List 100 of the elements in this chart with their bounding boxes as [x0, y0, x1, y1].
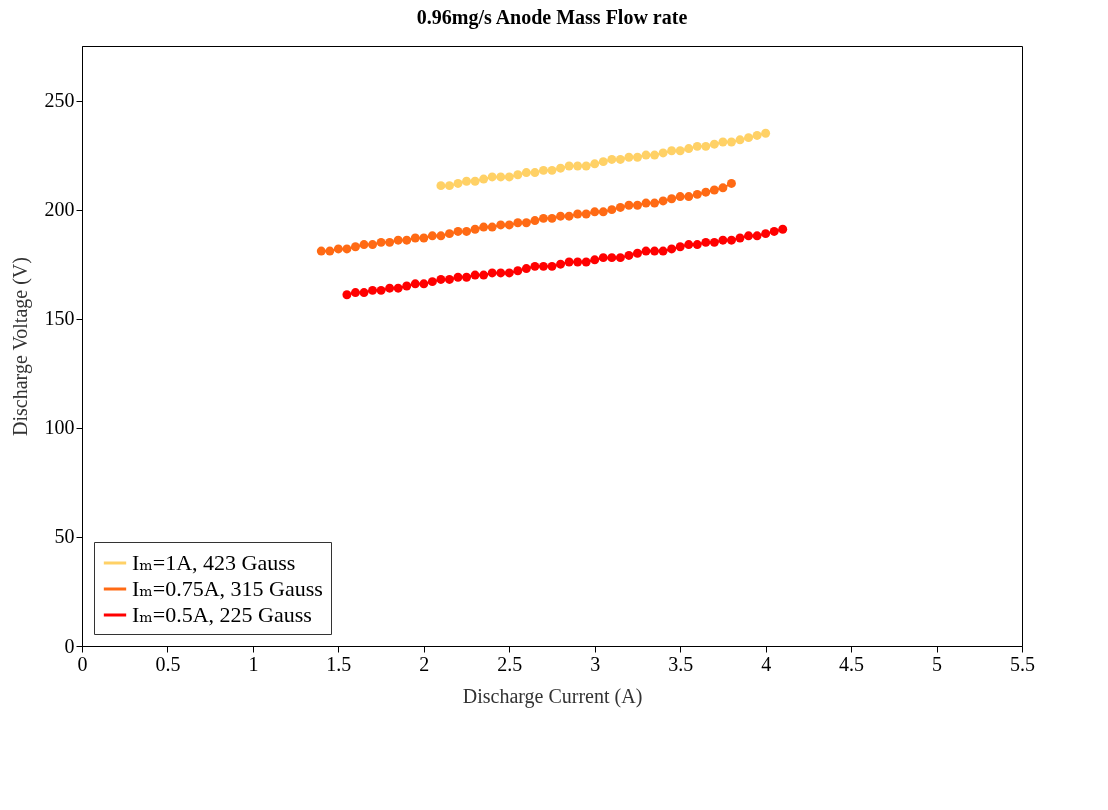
point: [632, 248, 642, 258]
point: [564, 161, 574, 171]
legend-label: Iₘ=0.5A, 225 Gauss: [132, 602, 312, 627]
point: [504, 172, 514, 182]
point: [538, 261, 548, 271]
point: [359, 288, 369, 298]
point: [607, 205, 617, 215]
x-tick-label: 5.5: [1010, 652, 1035, 675]
point: [607, 253, 617, 263]
point: [521, 218, 531, 228]
point: [504, 268, 514, 278]
point: [718, 235, 728, 245]
point: [385, 237, 395, 247]
point: [701, 187, 711, 197]
point: [573, 257, 583, 267]
point: [761, 128, 771, 138]
point: [496, 220, 506, 230]
point: [675, 242, 685, 252]
point: [402, 281, 412, 291]
point: [556, 163, 566, 173]
point: [581, 257, 591, 267]
point: [726, 137, 736, 147]
point: [667, 194, 677, 204]
point: [462, 176, 472, 186]
point: [590, 159, 600, 169]
point: [487, 222, 497, 232]
point: [504, 220, 514, 230]
point: [684, 144, 694, 154]
chart-title: 0.96mg/s Anode Mass Flow rate: [416, 6, 688, 29]
point: [581, 161, 591, 171]
point: [342, 244, 352, 254]
point: [436, 181, 446, 191]
point: [453, 178, 463, 188]
point: [376, 285, 386, 295]
point: [368, 240, 378, 250]
point: [598, 207, 608, 217]
point: [470, 176, 480, 186]
point: [556, 259, 566, 269]
point: [598, 253, 608, 263]
point: [316, 246, 326, 256]
point: [641, 150, 651, 160]
point: [436, 231, 446, 241]
x-tick-label: 5: [932, 652, 943, 675]
point: [615, 253, 625, 263]
point: [564, 211, 574, 221]
point: [376, 237, 386, 247]
point: [641, 198, 651, 208]
point: [496, 268, 506, 278]
point: [444, 181, 454, 191]
point: [427, 231, 437, 241]
point: [701, 141, 711, 151]
point: [333, 244, 343, 254]
point: [615, 154, 625, 164]
point: [470, 270, 480, 280]
point: [573, 161, 583, 171]
point: [538, 213, 548, 223]
point: [564, 257, 574, 267]
point: [752, 130, 762, 140]
point: [658, 246, 668, 256]
point: [684, 240, 694, 250]
x-axis-title: Discharge Current (A): [462, 684, 643, 708]
point: [513, 218, 523, 228]
x-tick-label: 1.5: [326, 652, 352, 675]
point: [393, 283, 403, 293]
point: [419, 233, 429, 243]
point: [350, 242, 360, 252]
point: [547, 261, 557, 271]
point: [667, 146, 677, 156]
point: [556, 211, 566, 221]
point: [709, 237, 719, 247]
point: [624, 250, 634, 260]
y-tick-label: 200: [44, 198, 75, 221]
point: [530, 168, 540, 178]
point: [752, 231, 762, 241]
y-tick-label: 150: [44, 307, 75, 330]
point: [684, 192, 694, 202]
point: [658, 196, 668, 206]
point: [632, 152, 642, 162]
point: [350, 288, 360, 298]
point: [402, 235, 412, 245]
point: [487, 268, 497, 278]
point: [709, 139, 719, 149]
point: [419, 279, 429, 289]
point: [709, 185, 719, 195]
point: [470, 224, 480, 234]
point: [530, 216, 540, 226]
point: [735, 135, 745, 145]
point: [385, 283, 395, 293]
x-tick-label: 0.5: [155, 652, 181, 675]
point: [444, 229, 454, 239]
point: [393, 235, 403, 245]
point: [530, 261, 540, 271]
point: [675, 192, 685, 202]
point: [496, 172, 506, 182]
y-axis-title: Discharge Voltage (V): [8, 257, 32, 436]
point: [453, 272, 463, 282]
point: [735, 233, 745, 243]
point: [650, 246, 660, 256]
point: [744, 231, 754, 241]
point: [667, 244, 677, 254]
